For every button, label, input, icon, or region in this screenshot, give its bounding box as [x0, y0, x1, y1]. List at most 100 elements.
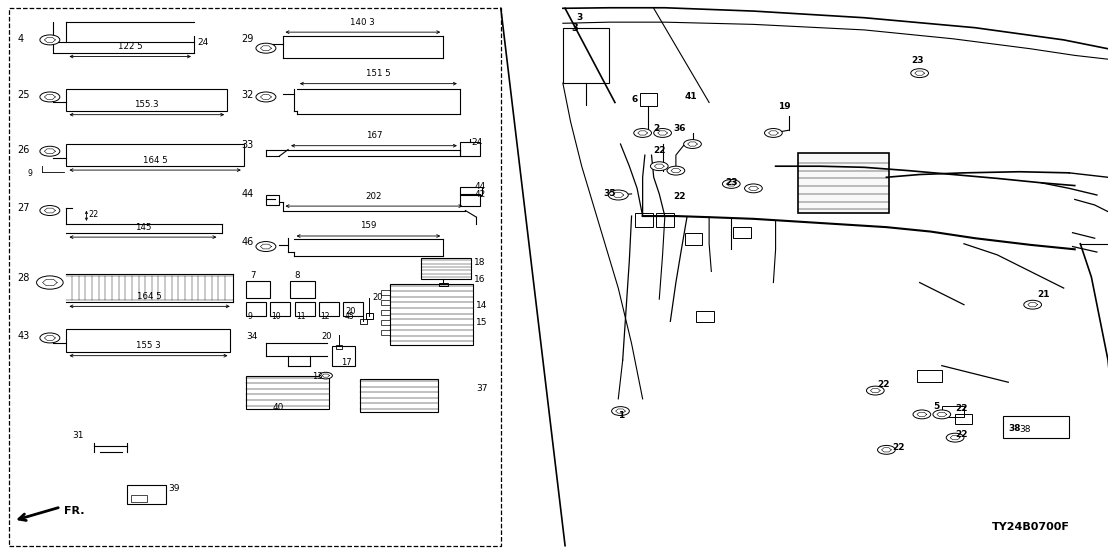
Circle shape: [612, 407, 629, 416]
Bar: [270, 302, 290, 316]
Text: 39: 39: [168, 484, 179, 493]
Circle shape: [634, 129, 652, 137]
Text: 22: 22: [674, 192, 686, 201]
Text: 35: 35: [604, 189, 616, 198]
Text: 31: 31: [72, 432, 83, 440]
Bar: [336, 345, 342, 349]
Circle shape: [40, 92, 60, 102]
Circle shape: [933, 410, 951, 419]
Bar: [66, 89, 227, 111]
Text: 159: 159: [360, 222, 377, 230]
Bar: [1003, 416, 1069, 438]
Text: 17: 17: [341, 358, 352, 367]
Bar: [733, 227, 751, 238]
Bar: [390, 284, 473, 345]
Text: 155 3: 155 3: [136, 341, 161, 350]
Bar: [685, 233, 702, 245]
Text: 23: 23: [911, 57, 923, 65]
Text: 3: 3: [572, 23, 578, 33]
Bar: [955, 414, 972, 424]
Text: 42: 42: [474, 191, 485, 199]
Text: 15: 15: [476, 318, 488, 327]
Bar: [360, 379, 438, 412]
Text: 155.3: 155.3: [134, 100, 160, 109]
Bar: [798, 153, 889, 213]
Bar: [131, 495, 147, 502]
Circle shape: [722, 179, 740, 188]
Text: 23: 23: [726, 178, 738, 187]
Text: 10: 10: [271, 312, 281, 321]
Bar: [360, 319, 367, 324]
Text: 22: 22: [955, 430, 967, 439]
Circle shape: [654, 129, 671, 137]
Bar: [366, 313, 373, 319]
Text: 29: 29: [242, 34, 254, 44]
Text: 20: 20: [372, 293, 382, 302]
Text: 22: 22: [654, 146, 666, 155]
Bar: [343, 302, 363, 316]
Bar: [381, 310, 390, 315]
Text: 38: 38: [1008, 424, 1020, 433]
Circle shape: [765, 129, 782, 137]
Text: 32: 32: [242, 90, 254, 100]
Text: 9: 9: [28, 170, 32, 178]
Circle shape: [256, 43, 276, 53]
Bar: [246, 302, 266, 316]
Bar: [635, 213, 653, 227]
Text: 24: 24: [471, 138, 482, 147]
Text: 12: 12: [320, 312, 330, 321]
Text: 5: 5: [933, 402, 940, 411]
Text: 164 5: 164 5: [143, 156, 167, 165]
Text: FR.: FR.: [64, 506, 85, 516]
Circle shape: [946, 433, 964, 442]
Text: 41: 41: [685, 92, 697, 101]
Text: 45: 45: [345, 312, 355, 321]
Text: 22: 22: [892, 443, 904, 452]
Bar: [66, 144, 244, 166]
Circle shape: [878, 445, 895, 454]
Circle shape: [256, 92, 276, 102]
Text: 46: 46: [242, 237, 254, 247]
Bar: [656, 213, 674, 227]
Text: 21: 21: [1037, 290, 1049, 299]
Bar: [295, 302, 315, 316]
Bar: [319, 302, 339, 316]
Bar: [381, 320, 390, 325]
Text: 164 5: 164 5: [137, 292, 162, 301]
Bar: [127, 485, 166, 504]
Text: 20: 20: [346, 307, 356, 316]
Text: 22: 22: [878, 380, 890, 389]
Bar: [246, 376, 329, 409]
Text: 151 5: 151 5: [366, 69, 391, 78]
Text: 3: 3: [576, 13, 583, 22]
Text: 167: 167: [366, 131, 382, 140]
Circle shape: [37, 276, 63, 289]
Text: 6: 6: [632, 95, 638, 104]
Bar: [266, 195, 279, 205]
Circle shape: [667, 166, 685, 175]
Text: 33: 33: [242, 140, 254, 150]
Bar: [942, 406, 964, 417]
Circle shape: [650, 162, 668, 171]
Circle shape: [1024, 300, 1042, 309]
Circle shape: [745, 184, 762, 193]
Bar: [460, 194, 480, 206]
Bar: [696, 311, 714, 322]
Text: 22: 22: [955, 404, 967, 413]
Text: 34: 34: [246, 332, 257, 341]
Circle shape: [40, 206, 60, 216]
Bar: [439, 283, 448, 286]
Text: 36: 36: [674, 124, 686, 133]
Circle shape: [256, 242, 276, 252]
Text: 4: 4: [18, 34, 24, 44]
Text: 44: 44: [242, 189, 254, 199]
Text: 22: 22: [89, 210, 99, 219]
Bar: [381, 330, 390, 335]
Text: 19: 19: [778, 102, 790, 111]
Text: 145: 145: [135, 223, 151, 232]
Bar: [421, 258, 471, 279]
Text: 27: 27: [18, 203, 30, 213]
Text: 38: 38: [1019, 425, 1030, 434]
Text: 122 5: 122 5: [117, 42, 143, 51]
Circle shape: [40, 333, 60, 343]
